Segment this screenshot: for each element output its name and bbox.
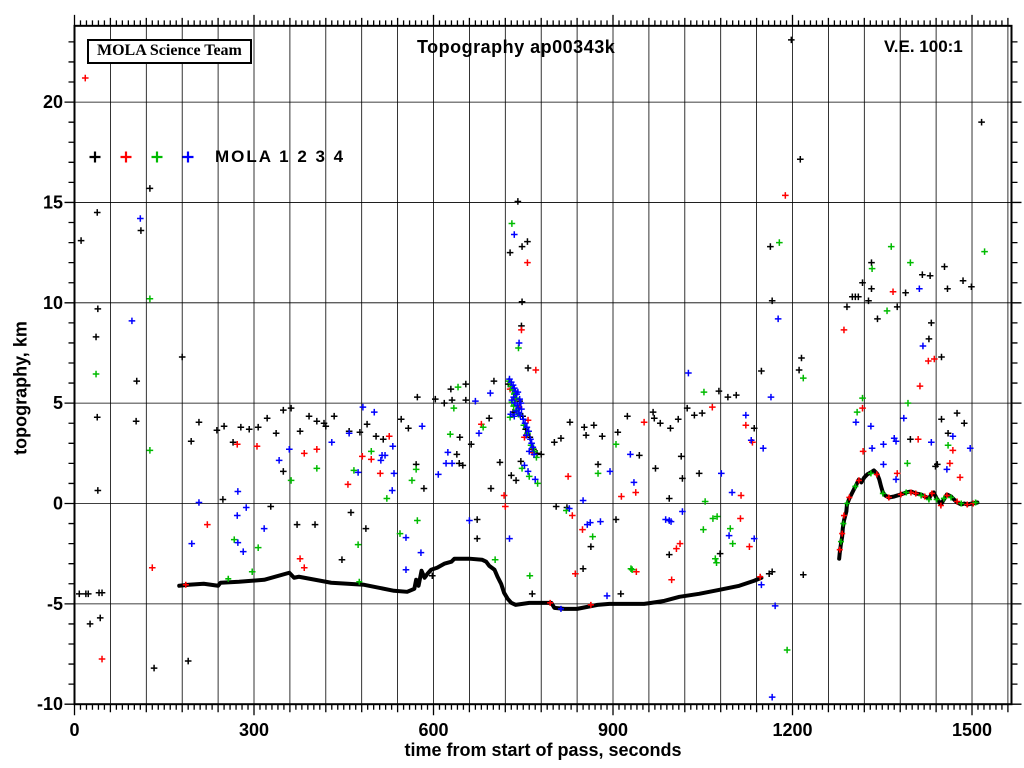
x-tick-label: 300 (239, 720, 269, 740)
y-axis-title: topography, km (10, 321, 31, 455)
y-tick-label: 20 (43, 92, 63, 112)
x-tick-label: 0 (69, 720, 79, 740)
legend-plus-icon-mola-2 (120, 151, 132, 163)
axis-ticks (64, 14, 1022, 716)
y-tick-label: 5 (53, 393, 63, 413)
ground-track (177, 468, 980, 612)
tick-labels: 0 300 600 900 1200 1500 -10 -5 0 5 10 15 20 (37, 92, 992, 740)
plot-frame (73, 24, 1013, 706)
series-points-mola-4 (128, 215, 974, 701)
page-title: Topography ap00343k (417, 37, 616, 57)
legend-plus-icon-mola-1 (89, 151, 101, 163)
x-axis-title: time from start of pass, seconds (404, 740, 682, 760)
legend-label: MOLA 1 2 3 4 (215, 147, 346, 166)
legend: MOLA 1 2 3 4 (88, 147, 345, 167)
grid-lines (74, 25, 1012, 705)
y-tick-label: -5 (47, 594, 63, 614)
series-points-mola-3 (92, 220, 988, 654)
track-marks-red (182, 471, 977, 608)
series-points-mola-1 (75, 36, 985, 672)
y-tick-label: -10 (37, 694, 63, 714)
track-marks-green (225, 470, 979, 585)
y-tick-label: 10 (43, 293, 63, 313)
legend-plus-icon-mola-3 (151, 151, 163, 163)
y-tick-label: 15 (43, 192, 63, 212)
vertical-exaggeration-label: V.E. 100:1 (884, 37, 963, 56)
track-marks-blue (557, 605, 564, 612)
x-tick-label: 900 (598, 720, 628, 740)
legend-plus-icon-mola-4 (182, 151, 194, 163)
x-tick-label: 600 (418, 720, 448, 740)
mola-science-team-box: MOLA Science Team (87, 39, 252, 64)
x-tick-label: 1200 (772, 720, 812, 740)
x-tick-label: 1500 (952, 720, 992, 740)
y-tick-label: 0 (53, 494, 63, 514)
